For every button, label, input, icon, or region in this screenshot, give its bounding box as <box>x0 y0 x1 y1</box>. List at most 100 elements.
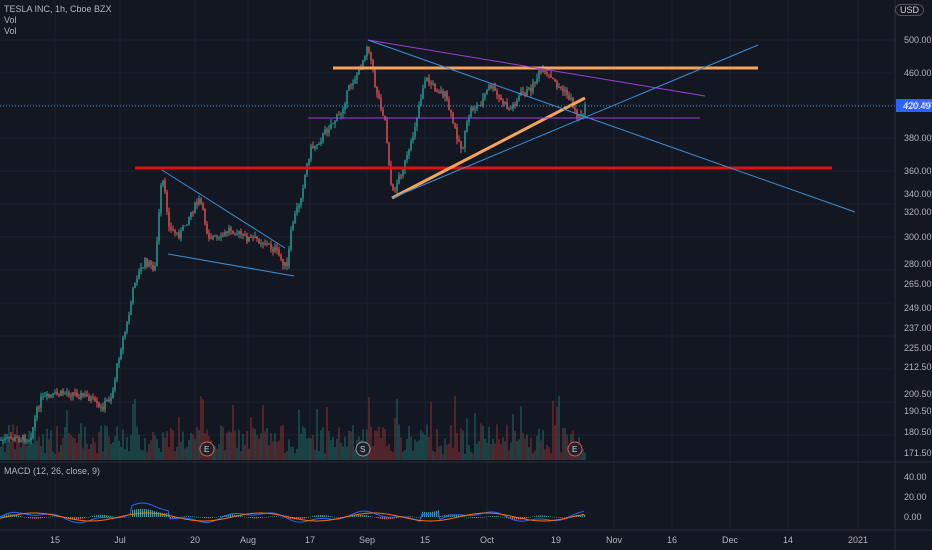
macd-histogram-bar <box>304 517 306 519</box>
volume-bar <box>310 438 312 460</box>
volume-bar <box>10 441 12 460</box>
candle-body <box>374 69 376 87</box>
candle-body <box>352 82 354 86</box>
macd-histogram-bar <box>276 516 278 517</box>
macd-histogram-bar <box>328 515 330 517</box>
macd-histogram-bar <box>444 515 446 517</box>
volume-bar <box>94 442 96 460</box>
volume-bar <box>142 450 144 460</box>
volume-bar <box>104 425 106 460</box>
candle-body <box>114 380 116 390</box>
volume-bar <box>342 446 344 460</box>
volume-bar <box>504 441 506 460</box>
blue-uptrend[interactable] <box>391 44 759 199</box>
symbol-title[interactable]: TESLA INC, 1h, Cboe BZX <box>4 4 112 14</box>
volume-bar <box>76 442 78 460</box>
candle-body <box>238 231 240 234</box>
drawings[interactable] <box>135 39 856 277</box>
volume-bar <box>402 451 404 460</box>
candle-body <box>484 94 486 98</box>
candle-body <box>30 437 32 441</box>
macd-histogram-bar <box>106 515 108 517</box>
earnings-marker[interactable] <box>567 441 583 457</box>
candle-body <box>350 84 352 86</box>
macd-tick: 0.00 <box>904 512 922 522</box>
earnings-marker[interactable] <box>199 441 215 457</box>
volume-bar <box>542 429 544 460</box>
volume-bar <box>546 444 548 460</box>
macd-histogram-bar <box>132 509 134 517</box>
volume-bar <box>382 427 384 460</box>
wedge-top[interactable] <box>161 169 286 249</box>
volume-bar <box>58 451 60 460</box>
macd-histogram-bar <box>20 515 22 517</box>
uptrend-line-orange[interactable] <box>391 96 586 200</box>
macd-histogram-bar <box>274 516 276 517</box>
volume-bar <box>312 435 314 460</box>
macd-histogram-bar <box>184 516 186 517</box>
macd-histogram-bar <box>316 515 318 517</box>
candle-body <box>504 102 506 105</box>
volume-bar <box>298 409 300 460</box>
volume-bar <box>138 435 140 460</box>
volume-bar <box>190 432 192 460</box>
volume-bar <box>286 451 288 460</box>
candle-body <box>514 104 516 106</box>
candle-body <box>408 149 410 156</box>
macd-histogram-bar <box>366 515 368 517</box>
volume-bar <box>442 453 444 460</box>
volume-bar <box>280 425 282 460</box>
macd-histogram-bar <box>536 515 538 517</box>
macd-histogram-bar <box>584 514 586 517</box>
wedge-bottom[interactable] <box>167 253 295 277</box>
candles <box>0 45 586 445</box>
candle-body <box>88 396 90 401</box>
macd-histogram-bar <box>208 517 210 519</box>
volume-bar <box>46 428 48 460</box>
volume-bar <box>28 431 30 460</box>
volume-bar <box>66 410 68 460</box>
candle-body <box>108 400 110 402</box>
candle-body <box>170 226 172 230</box>
price-axis[interactable]: 500.00 460.00 420.00 380.00 360.00 340.00 320.… <box>904 35 932 458</box>
candle-body <box>412 136 414 142</box>
volume-bar <box>162 432 164 460</box>
macd-histogram-bar <box>300 517 302 520</box>
candle-body <box>494 86 496 91</box>
event-markers[interactable]: E S E <box>199 441 583 457</box>
candle-body <box>424 80 426 89</box>
volume-bar <box>20 447 22 460</box>
candle-body <box>400 175 402 177</box>
macd-axis[interactable]: 40.00 20.00 0.00 <box>904 472 927 522</box>
purple-trendline[interactable] <box>367 39 706 97</box>
candle-body <box>260 243 262 245</box>
candle-body <box>434 83 436 91</box>
macd-histogram-bar <box>134 509 136 517</box>
split-marker[interactable] <box>355 441 371 457</box>
macd-histogram-bar <box>582 514 584 517</box>
volume-bar <box>374 430 376 460</box>
blue-downtrend[interactable] <box>367 39 856 213</box>
volume-bar <box>458 451 460 460</box>
volume-bar <box>230 432 232 460</box>
volume-bar <box>336 438 338 460</box>
candle-body <box>558 87 560 89</box>
time-axis[interactable]: 15 Jul 20 Aug 17 Sep 15 Oct 19 Nov 16 Dec 14 2021 <box>50 535 868 545</box>
currency-badge[interactable]: USD <box>894 4 924 16</box>
macd-histogram-bar <box>196 516 198 518</box>
macd-histogram-bar <box>30 517 32 519</box>
volume-bar <box>50 430 52 460</box>
volume-bar <box>338 427 340 460</box>
candle-body <box>248 236 250 242</box>
candle-body <box>42 396 44 398</box>
volume-bar <box>198 430 200 460</box>
candle-body <box>396 183 398 191</box>
volume-bar <box>80 423 82 460</box>
candle-body <box>470 107 472 117</box>
macd-histogram-bar <box>282 517 284 518</box>
candle-body <box>24 435 26 442</box>
macd-histogram-bar <box>110 516 112 517</box>
grid <box>0 0 895 530</box>
candle-body <box>582 114 584 116</box>
